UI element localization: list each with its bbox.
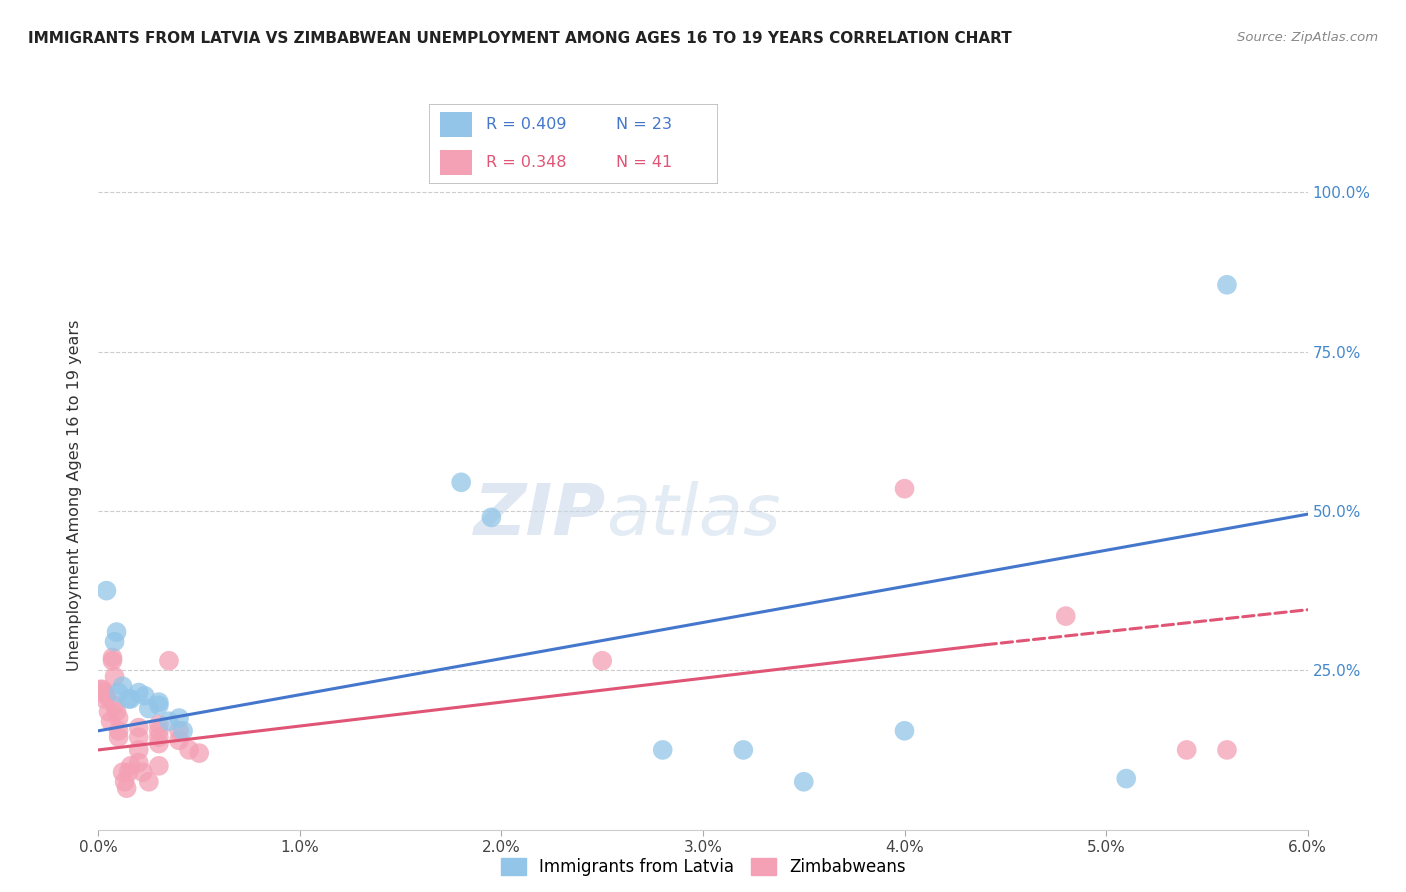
Point [1175,743,1198,757]
Point [172,723,194,738]
Point [148,759,170,773]
Point [128,743,150,757]
Point [128,756,150,770]
Point [167,733,190,747]
Point [107,685,129,699]
Point [138,701,160,715]
Point [148,698,170,713]
Point [111,679,134,693]
Bar [440,112,472,137]
Point [107,723,129,738]
Point [893,723,915,738]
Point [793,774,815,789]
Point [651,743,673,757]
Point [93,685,115,699]
Point [89,682,111,697]
Point [481,510,503,524]
Point [118,765,141,780]
Point [1216,743,1239,757]
Point [103,698,125,713]
Point [157,714,180,729]
Point [103,634,125,648]
Point [128,685,150,699]
Text: IMMIGRANTS FROM LATVIA VS ZIMBABWEAN UNEMPLOYMENT AMONG AGES 16 TO 19 YEARS CORR: IMMIGRANTS FROM LATVIA VS ZIMBABWEAN UNE… [28,31,1012,46]
Point [96,689,118,703]
Text: R = 0.348: R = 0.348 [486,155,567,170]
Text: ZIP: ZIP [474,481,606,549]
Point [120,692,142,706]
Point [138,774,160,789]
Point [148,737,170,751]
Point [93,692,115,706]
Bar [440,150,472,175]
Point [167,711,190,725]
Point [97,705,120,719]
Point [103,670,125,684]
Point [107,730,129,744]
Point [591,654,613,668]
Text: atlas: atlas [606,481,780,549]
Point [157,654,180,668]
Point [1216,277,1239,292]
Point [105,705,128,719]
Point [893,482,915,496]
Point [148,695,170,709]
Point [105,625,128,640]
Point [115,781,138,796]
Point [128,730,150,744]
Point [118,692,141,706]
Point [179,743,201,757]
Legend: Immigrants from Latvia, Zimbabweans: Immigrants from Latvia, Zimbabweans [495,854,911,881]
Y-axis label: Unemployment Among Ages 16 to 19 years: Unemployment Among Ages 16 to 19 years [67,319,83,671]
Point [111,765,134,780]
Point [450,475,472,490]
Text: Source: ZipAtlas.com: Source: ZipAtlas.com [1237,31,1378,45]
Point [91,682,114,697]
Point [101,654,124,668]
Text: N = 41: N = 41 [616,155,672,170]
Point [96,583,118,598]
Point [120,759,142,773]
Point [132,765,155,780]
Point [107,711,129,725]
Point [100,714,122,729]
Point [101,650,124,665]
Point [188,746,211,760]
Point [148,730,170,744]
Point [128,721,150,735]
Point [148,723,170,738]
Point [1054,609,1077,624]
Point [134,689,156,703]
Point [167,723,190,738]
Point [1115,772,1137,786]
Point [148,717,170,731]
Point [114,774,136,789]
Text: R = 0.409: R = 0.409 [486,117,567,132]
Text: N = 23: N = 23 [616,117,672,132]
Point [733,743,755,757]
